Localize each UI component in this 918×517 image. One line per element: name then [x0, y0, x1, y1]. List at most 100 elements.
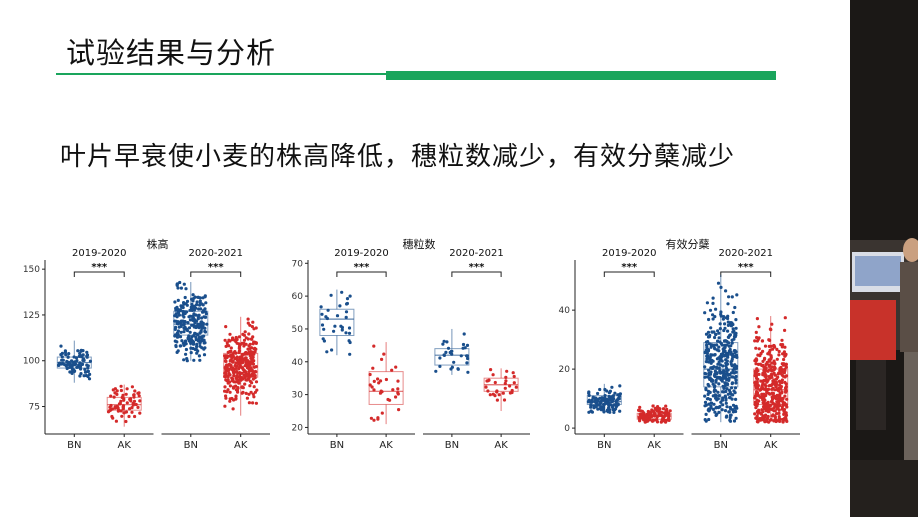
data-point — [115, 389, 119, 393]
data-point — [64, 353, 68, 357]
data-point — [775, 412, 779, 416]
data-point — [199, 307, 203, 311]
data-point — [237, 346, 241, 350]
data-point — [125, 401, 129, 405]
data-point — [248, 379, 252, 383]
data-point — [735, 293, 739, 297]
data-point — [450, 352, 454, 356]
data-point — [762, 414, 766, 418]
data-point — [228, 359, 232, 363]
data-point — [776, 406, 780, 410]
data-point — [607, 398, 612, 402]
data-point — [185, 303, 189, 307]
data-point — [780, 407, 784, 411]
data-point — [234, 397, 238, 401]
data-point — [766, 414, 770, 419]
data-point — [183, 325, 187, 329]
data-point — [721, 396, 725, 400]
data-point — [191, 293, 195, 297]
data-point — [593, 400, 597, 404]
data-point — [709, 345, 713, 349]
data-point — [715, 348, 719, 352]
data-point — [754, 362, 758, 366]
data-point — [783, 394, 787, 398]
data-point — [128, 407, 132, 411]
data-point — [715, 343, 719, 347]
data-point — [63, 350, 67, 354]
data-point — [466, 370, 470, 374]
data-point — [783, 354, 787, 358]
data-point — [755, 373, 759, 377]
data-point — [485, 379, 489, 383]
data-point — [228, 354, 232, 358]
data-point — [113, 387, 117, 391]
data-point — [753, 400, 758, 404]
data-point — [770, 361, 774, 365]
data-point — [718, 327, 723, 331]
data-point — [198, 303, 202, 307]
data-point — [194, 338, 198, 342]
data-point — [773, 409, 777, 413]
data-point — [229, 349, 233, 353]
data-point — [247, 392, 251, 396]
data-point — [767, 338, 771, 342]
data-point — [347, 331, 352, 335]
data-point — [757, 372, 761, 376]
data-point — [733, 363, 737, 367]
data-point — [705, 345, 709, 349]
data-point — [726, 368, 730, 372]
data-point — [725, 387, 729, 391]
data-point — [655, 420, 660, 424]
data-point — [760, 339, 765, 343]
data-point — [756, 337, 760, 341]
data-point — [783, 367, 787, 372]
data-point — [329, 293, 333, 297]
data-point — [712, 353, 717, 357]
data-point — [368, 372, 372, 377]
data-point — [189, 346, 193, 350]
data-point — [616, 402, 620, 406]
data-point — [754, 330, 758, 334]
data-point — [753, 396, 757, 400]
data-point — [242, 344, 246, 348]
data-point — [384, 377, 388, 382]
data-point — [452, 360, 456, 364]
data-point — [721, 364, 725, 368]
x-tick-label: BN — [184, 440, 198, 451]
data-point — [246, 351, 250, 355]
data-point — [434, 369, 438, 373]
data-point — [723, 373, 727, 377]
data-point — [369, 416, 373, 420]
data-point — [514, 385, 518, 389]
data-point — [761, 359, 765, 363]
data-point — [773, 362, 777, 366]
data-point — [372, 379, 376, 383]
data-point — [782, 362, 786, 366]
data-point — [703, 371, 707, 376]
data-point — [176, 286, 180, 290]
data-point — [730, 341, 734, 345]
data-point — [756, 383, 760, 387]
data-point — [727, 344, 731, 348]
data-point — [461, 342, 466, 347]
data-point — [253, 370, 257, 374]
data-point — [504, 375, 508, 379]
data-point — [614, 407, 618, 411]
data-point — [124, 419, 128, 424]
data-point — [762, 401, 766, 405]
data-point — [718, 369, 722, 373]
data-point — [119, 388, 123, 393]
data-point — [466, 356, 470, 361]
data-point — [173, 300, 177, 304]
data-point — [183, 320, 187, 324]
data-point — [252, 395, 256, 399]
data-point — [228, 339, 232, 343]
data-point — [223, 371, 227, 375]
data-point — [195, 351, 199, 355]
y-tick-label: 75 — [29, 403, 40, 413]
data-point — [344, 310, 349, 314]
data-point — [703, 311, 707, 315]
data-point — [707, 368, 711, 372]
data-point — [137, 394, 141, 398]
data-point — [442, 339, 446, 343]
